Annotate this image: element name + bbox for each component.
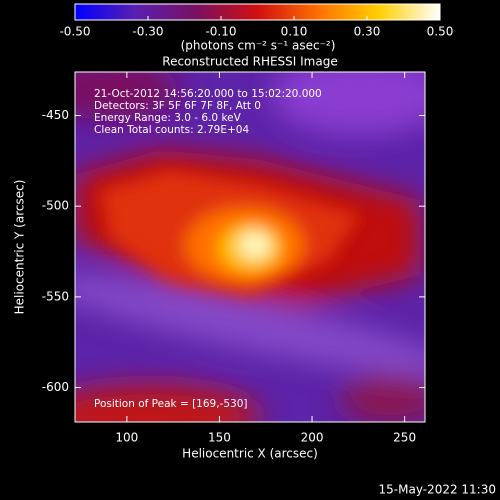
annotation: 21-Oct-2012 14:56:20.000 to 15:02:20.000 [94, 88, 322, 100]
annotation: Energy Range: 3.0 - 6.0 keV [94, 112, 242, 124]
x-tick-label: 100 [115, 431, 138, 445]
annotation: Detectors: 3F 5F 6F 7F 8F, Att 0 [94, 100, 261, 112]
peak-label: Position of Peak = [169,-530] [94, 398, 248, 410]
colorbar-tick-label: 0.50 [427, 25, 454, 39]
colorbar-tick-label: -0.50 [59, 25, 90, 39]
y-tick-label: -450 [42, 108, 69, 122]
annotation: Clean Total counts: 2.79E+04 [94, 124, 249, 136]
colorbar-label: (photons cm⁻² s⁻¹ asec⁻²) [181, 39, 336, 53]
x-tick-label: 250 [393, 431, 416, 445]
x-axis-label: Heliocentric X (arcsec) [182, 447, 318, 461]
colorbar [74, 3, 441, 21]
y-axis-label: Heliocentric Y (arcsec) [13, 180, 27, 315]
colorbar-tick-label: 0.30 [354, 25, 381, 39]
colorbar-tick-label: -0.10 [205, 25, 236, 39]
plot-frame [74, 71, 426, 423]
x-tick-label: 150 [208, 431, 231, 445]
footer: 15-May-2022 11:30 [379, 483, 496, 497]
chart-title: Reconstructed RHESSI Image [162, 55, 337, 69]
image [75, 72, 425, 422]
y-tick-label: -600 [42, 380, 69, 394]
colorbar-tick-label: -0.30 [132, 25, 163, 39]
y-tick-label: -550 [42, 289, 69, 303]
y-tick-label: -500 [42, 199, 69, 213]
colorbar-tick-label: 0.10 [281, 25, 308, 39]
x-tick-label: 200 [301, 431, 324, 445]
